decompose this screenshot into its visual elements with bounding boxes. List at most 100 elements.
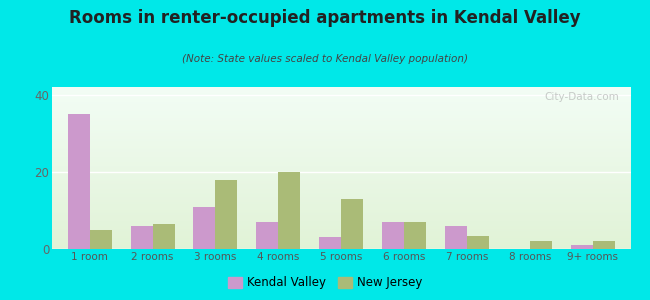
Bar: [52, 102, 630, 103]
Bar: [52, 214, 630, 215]
Bar: [52, 187, 630, 188]
Bar: [52, 131, 630, 132]
Bar: [52, 229, 630, 230]
Bar: [404, 222, 426, 249]
Bar: [52, 92, 630, 93]
Bar: [52, 212, 630, 213]
Bar: [52, 175, 630, 176]
Bar: [52, 91, 630, 92]
Bar: [52, 100, 630, 101]
Bar: [52, 213, 630, 214]
Bar: [593, 241, 615, 249]
Bar: [52, 112, 630, 113]
Bar: [530, 241, 552, 249]
Bar: [52, 233, 630, 234]
Bar: [52, 199, 630, 200]
Bar: [52, 132, 630, 133]
Bar: [52, 200, 630, 201]
Bar: [52, 230, 630, 231]
Bar: [52, 228, 630, 229]
Bar: [52, 88, 630, 89]
Bar: [52, 107, 630, 108]
Bar: [382, 222, 404, 249]
Bar: [52, 224, 630, 225]
Bar: [52, 225, 630, 226]
Bar: [52, 232, 630, 233]
Bar: [52, 193, 630, 194]
Bar: [52, 115, 630, 116]
Bar: [52, 157, 630, 158]
Bar: [52, 237, 630, 238]
Bar: [52, 138, 630, 139]
Bar: [52, 89, 630, 90]
Bar: [52, 180, 630, 181]
Bar: [52, 186, 630, 187]
Bar: [52, 231, 630, 232]
Bar: [52, 160, 630, 161]
Bar: [52, 236, 630, 237]
Bar: [52, 207, 630, 208]
Bar: [52, 96, 630, 97]
Bar: [52, 129, 630, 130]
Bar: [52, 87, 630, 88]
Bar: [52, 183, 630, 184]
Bar: [52, 133, 630, 134]
Bar: [52, 194, 630, 195]
Bar: [52, 150, 630, 151]
Bar: [52, 172, 630, 173]
Bar: [52, 204, 630, 205]
Bar: [52, 148, 630, 149]
Bar: [52, 124, 630, 125]
Bar: [52, 136, 630, 137]
Bar: [52, 206, 630, 207]
Bar: [52, 195, 630, 196]
Bar: [52, 145, 630, 146]
Bar: [52, 165, 630, 166]
Bar: [52, 209, 630, 210]
Bar: [52, 185, 630, 186]
Bar: [52, 142, 630, 143]
Bar: [52, 111, 630, 112]
Bar: [52, 247, 630, 248]
Bar: [278, 172, 300, 249]
Bar: [52, 139, 630, 140]
Bar: [52, 103, 630, 104]
Bar: [52, 104, 630, 105]
Bar: [52, 126, 630, 127]
Bar: [467, 236, 489, 249]
Bar: [52, 154, 630, 155]
Bar: [52, 181, 630, 182]
Bar: [52, 235, 630, 236]
Text: (Note: State values scaled to Kendal Valley population): (Note: State values scaled to Kendal Val…: [182, 54, 468, 64]
Bar: [52, 120, 630, 121]
Bar: [52, 169, 630, 170]
Bar: [52, 167, 630, 168]
Bar: [319, 237, 341, 249]
Bar: [153, 224, 175, 249]
Bar: [52, 164, 630, 165]
Bar: [52, 143, 630, 144]
Bar: [52, 227, 630, 228]
Bar: [52, 192, 630, 193]
Bar: [52, 122, 630, 123]
Bar: [52, 106, 630, 107]
Bar: [52, 99, 630, 100]
Bar: [52, 108, 630, 109]
Bar: [52, 151, 630, 152]
Bar: [52, 125, 630, 126]
Bar: [52, 245, 630, 246]
Bar: [52, 205, 630, 206]
Bar: [52, 130, 630, 131]
Bar: [52, 219, 630, 220]
Bar: [52, 182, 630, 183]
Bar: [52, 117, 630, 118]
Bar: [52, 101, 630, 102]
Bar: [52, 248, 630, 249]
Bar: [52, 241, 630, 242]
Bar: [52, 95, 630, 96]
Bar: [52, 203, 630, 204]
Bar: [52, 105, 630, 106]
Bar: [52, 162, 630, 163]
Bar: [52, 217, 630, 218]
Bar: [52, 137, 630, 138]
